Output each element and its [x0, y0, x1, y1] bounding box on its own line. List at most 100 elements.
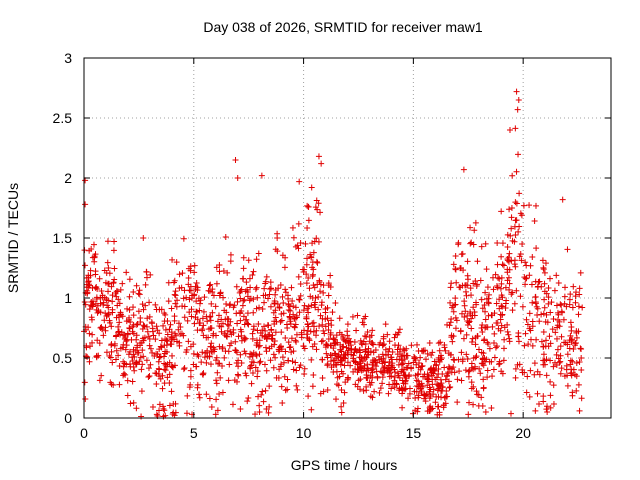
data-point [523, 262, 530, 269]
data-point [430, 391, 437, 398]
data-point [433, 362, 440, 369]
data-point [129, 378, 136, 385]
data-point [298, 329, 305, 336]
data-point [222, 234, 229, 241]
data-point [435, 340, 442, 347]
data-point [267, 357, 274, 364]
data-point [229, 401, 236, 408]
data-point [180, 235, 187, 242]
data-point [223, 333, 230, 340]
data-point [482, 308, 489, 315]
data-point [191, 320, 198, 327]
data-point [514, 361, 521, 368]
data-point [243, 279, 250, 286]
data-point [208, 300, 215, 307]
data-point [532, 293, 539, 300]
data-point [524, 321, 531, 328]
data-point [463, 331, 470, 338]
data-point [403, 375, 410, 382]
data-point [472, 299, 479, 306]
data-point [490, 286, 497, 293]
data-point [383, 367, 390, 374]
data-point [216, 292, 223, 299]
data-point [103, 296, 110, 303]
data-point [526, 393, 533, 400]
data-point [541, 304, 548, 311]
data-point [232, 157, 239, 163]
data-point [316, 323, 323, 330]
data-point [505, 254, 512, 261]
data-point [107, 354, 114, 361]
data-point [106, 353, 113, 360]
data-point [324, 304, 331, 311]
data-point [89, 285, 96, 292]
data-point [322, 316, 329, 323]
data-point [156, 401, 163, 408]
data-point [301, 345, 308, 352]
data-point [567, 291, 574, 298]
data-point [531, 371, 538, 378]
data-point [363, 387, 370, 394]
data-point [103, 349, 110, 356]
data-point [436, 382, 443, 389]
data-point [115, 323, 122, 330]
data-point [458, 251, 465, 258]
data-point [329, 309, 336, 316]
data-point [170, 336, 177, 343]
data-point [101, 267, 108, 274]
data-point [261, 323, 268, 330]
data-point [323, 350, 330, 357]
data-point [233, 349, 240, 356]
data-point [541, 269, 548, 276]
data-point [98, 324, 105, 331]
data-point [133, 336, 140, 343]
data-point [156, 306, 163, 313]
data-point [98, 287, 105, 294]
data-point [576, 407, 583, 414]
data-point [148, 319, 155, 326]
data-point [214, 407, 221, 414]
data-point [243, 316, 250, 323]
data-point [417, 366, 424, 373]
data-point [305, 309, 312, 316]
data-point [358, 354, 365, 361]
data-point [190, 361, 197, 368]
data-point [169, 352, 176, 359]
data-point [522, 275, 529, 282]
data-point [184, 392, 191, 399]
data-point [184, 317, 191, 324]
data-point [186, 384, 193, 391]
data-point [386, 345, 393, 352]
data-point [163, 348, 170, 355]
data-point [261, 285, 268, 292]
data-point [253, 256, 260, 263]
data-point [93, 294, 100, 301]
data-point [173, 259, 180, 266]
data-point [554, 309, 561, 316]
data-point [214, 369, 221, 376]
data-point [196, 300, 203, 307]
data-point [482, 409, 489, 415]
data-point [392, 342, 399, 349]
data-point [165, 298, 172, 305]
data-point [439, 370, 446, 377]
data-point [498, 280, 505, 287]
data-point [575, 311, 582, 318]
data-point [263, 367, 270, 374]
data-point [564, 246, 571, 253]
data-point [455, 241, 462, 248]
data-point [547, 392, 554, 399]
data-point [352, 365, 359, 372]
data-point [320, 327, 327, 334]
data-point [572, 299, 579, 306]
data-point [193, 298, 200, 305]
data-point [557, 301, 564, 308]
data-point [532, 407, 539, 414]
data-point [358, 340, 365, 347]
data-point [522, 281, 529, 288]
data-point [534, 368, 541, 375]
data-point [235, 363, 242, 370]
data-point [339, 343, 346, 350]
data-point [556, 323, 563, 330]
data-point [124, 336, 131, 343]
